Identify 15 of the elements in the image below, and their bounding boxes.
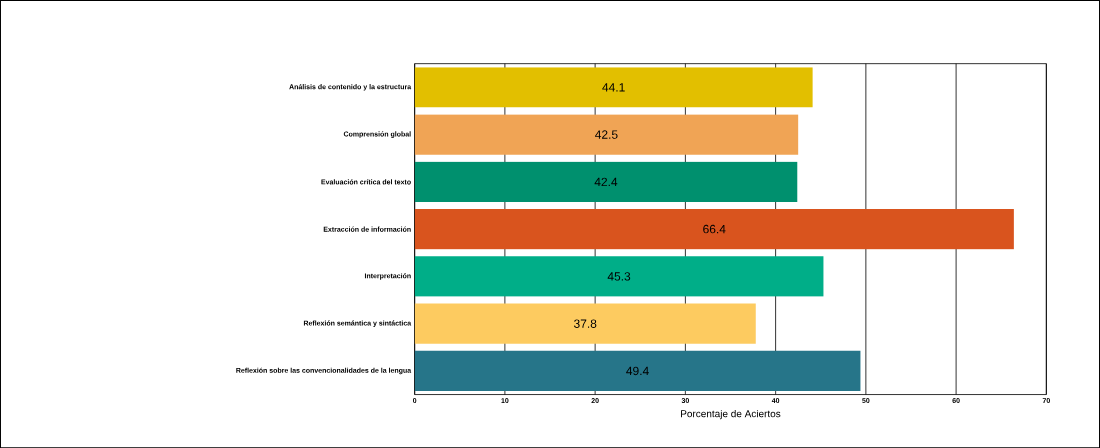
data-label: 37.8: [573, 319, 597, 328]
x-axis-title: Porcentaje de Aciertos: [681, 409, 781, 420]
data-label: 42.5: [595, 130, 618, 139]
bar: [414, 114, 799, 155]
bar: [414, 208, 1014, 250]
bar: [414, 67, 813, 108]
data-label: 45.3: [607, 272, 631, 281]
bar: [414, 350, 861, 391]
data-label: 44.1: [602, 83, 625, 92]
bar: [414, 161, 798, 202]
data-label: 49.4: [626, 366, 649, 376]
bar: [414, 303, 756, 344]
data-label: 42.4: [594, 177, 618, 186]
bar: [414, 256, 824, 297]
data-label: 66.4: [703, 224, 726, 234]
